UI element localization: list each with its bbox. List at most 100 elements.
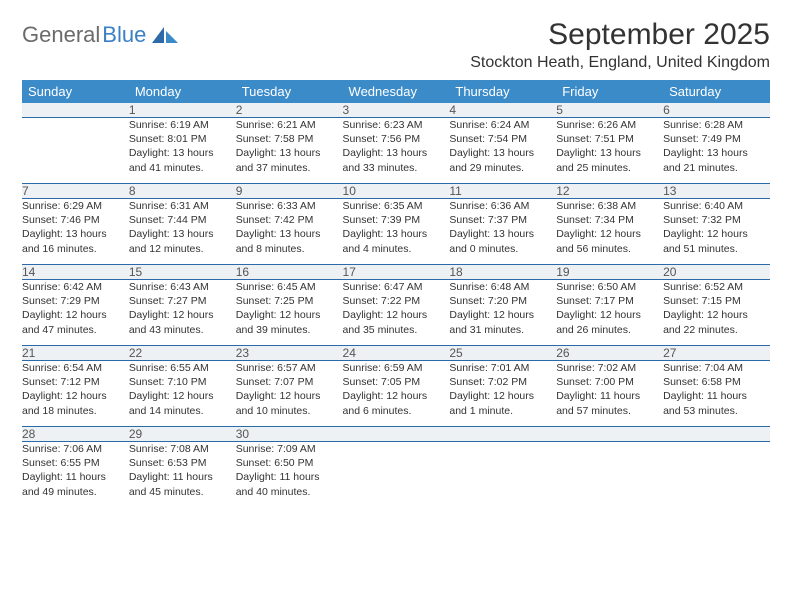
- sunset-text: Sunset: 7:10 PM: [129, 375, 236, 389]
- sunrise-text: Sunrise: 6:29 AM: [22, 199, 129, 213]
- title-block: September 2025 Stockton Heath, England, …: [470, 18, 770, 72]
- day-data-cell: [22, 118, 129, 184]
- day-number-cell: 26: [556, 346, 663, 361]
- sunset-text: Sunset: 6:53 PM: [129, 456, 236, 470]
- weekday-header: Sunday: [22, 80, 129, 103]
- day-number-cell: 14: [22, 265, 129, 280]
- day2-text: and 25 minutes.: [556, 161, 663, 175]
- sunrise-text: Sunrise: 6:57 AM: [236, 361, 343, 375]
- sunset-text: Sunset: 6:58 PM: [663, 375, 770, 389]
- day1-text: Daylight: 12 hours: [236, 308, 343, 322]
- day1-text: Daylight: 13 hours: [129, 146, 236, 160]
- sunrise-text: Sunrise: 6:47 AM: [343, 280, 450, 294]
- day2-text: and 56 minutes.: [556, 242, 663, 256]
- sunrise-text: Sunrise: 7:02 AM: [556, 361, 663, 375]
- day-data-cell: Sunrise: 6:31 AMSunset: 7:44 PMDaylight:…: [129, 199, 236, 265]
- day1-text: Daylight: 13 hours: [449, 227, 556, 241]
- day1-text: Daylight: 11 hours: [22, 470, 129, 484]
- day-number-cell: 22: [129, 346, 236, 361]
- day2-text: and 31 minutes.: [449, 323, 556, 337]
- sunset-text: Sunset: 7:02 PM: [449, 375, 556, 389]
- day-number-cell: [449, 427, 556, 442]
- day2-text: and 53 minutes.: [663, 404, 770, 418]
- day-number-cell: 7: [22, 184, 129, 199]
- day-data-row: Sunrise: 6:54 AMSunset: 7:12 PMDaylight:…: [22, 361, 770, 427]
- sunset-text: Sunset: 7:25 PM: [236, 294, 343, 308]
- weekday-header: Wednesday: [343, 80, 450, 103]
- day2-text: and 14 minutes.: [129, 404, 236, 418]
- day1-text: Daylight: 13 hours: [236, 227, 343, 241]
- sunset-text: Sunset: 7:12 PM: [22, 375, 129, 389]
- day1-text: Daylight: 12 hours: [129, 308, 236, 322]
- day1-text: Daylight: 13 hours: [343, 146, 450, 160]
- day1-text: Daylight: 13 hours: [129, 227, 236, 241]
- day1-text: Daylight: 12 hours: [663, 308, 770, 322]
- day2-text: and 26 minutes.: [556, 323, 663, 337]
- day-data-cell: Sunrise: 6:28 AMSunset: 7:49 PMDaylight:…: [663, 118, 770, 184]
- day-data-cell: Sunrise: 7:09 AMSunset: 6:50 PMDaylight:…: [236, 442, 343, 508]
- sunrise-text: Sunrise: 6:21 AM: [236, 118, 343, 132]
- day-number-cell: 25: [449, 346, 556, 361]
- day1-text: Daylight: 12 hours: [556, 308, 663, 322]
- day-data-cell: Sunrise: 6:29 AMSunset: 7:46 PMDaylight:…: [22, 199, 129, 265]
- sunset-text: Sunset: 7:54 PM: [449, 132, 556, 146]
- day-data-cell: Sunrise: 7:04 AMSunset: 6:58 PMDaylight:…: [663, 361, 770, 427]
- day-number-cell: 20: [663, 265, 770, 280]
- day-number-cell: 8: [129, 184, 236, 199]
- day1-text: Daylight: 12 hours: [343, 308, 450, 322]
- day1-text: Daylight: 13 hours: [449, 146, 556, 160]
- day-data-cell: Sunrise: 6:35 AMSunset: 7:39 PMDaylight:…: [343, 199, 450, 265]
- day-number-cell: [343, 427, 450, 442]
- day2-text: and 57 minutes.: [556, 404, 663, 418]
- day-number-cell: 28: [22, 427, 129, 442]
- day-data-cell: Sunrise: 6:36 AMSunset: 7:37 PMDaylight:…: [449, 199, 556, 265]
- day1-text: Daylight: 12 hours: [236, 389, 343, 403]
- sunset-text: Sunset: 7:20 PM: [449, 294, 556, 308]
- day-number-cell: 15: [129, 265, 236, 280]
- sunrise-text: Sunrise: 6:31 AM: [129, 199, 236, 213]
- header: GeneralBlue September 2025 Stockton Heat…: [22, 18, 770, 72]
- day2-text: and 4 minutes.: [343, 242, 450, 256]
- day2-text: and 22 minutes.: [663, 323, 770, 337]
- day-number-cell: [22, 103, 129, 118]
- sunset-text: Sunset: 7:17 PM: [556, 294, 663, 308]
- day-number-cell: 12: [556, 184, 663, 199]
- day-number-cell: 4: [449, 103, 556, 118]
- day1-text: Daylight: 11 hours: [663, 389, 770, 403]
- day-number-cell: 11: [449, 184, 556, 199]
- logo-text-blue: Blue: [102, 22, 146, 48]
- day-number-cell: 3: [343, 103, 450, 118]
- day-number-cell: 27: [663, 346, 770, 361]
- sunrise-text: Sunrise: 6:36 AM: [449, 199, 556, 213]
- sunset-text: Sunset: 7:42 PM: [236, 213, 343, 227]
- sunrise-text: Sunrise: 7:01 AM: [449, 361, 556, 375]
- sunrise-text: Sunrise: 7:08 AM: [129, 442, 236, 456]
- sunrise-text: Sunrise: 6:23 AM: [343, 118, 450, 132]
- logo-text-general: General: [22, 22, 100, 48]
- sunset-text: Sunset: 7:58 PM: [236, 132, 343, 146]
- day2-text: and 8 minutes.: [236, 242, 343, 256]
- sunrise-text: Sunrise: 6:50 AM: [556, 280, 663, 294]
- sunrise-text: Sunrise: 6:43 AM: [129, 280, 236, 294]
- day-number-cell: 13: [663, 184, 770, 199]
- day-data-cell: Sunrise: 6:23 AMSunset: 7:56 PMDaylight:…: [343, 118, 450, 184]
- day2-text: and 33 minutes.: [343, 161, 450, 175]
- day-number-cell: 9: [236, 184, 343, 199]
- day-data-cell: [343, 442, 450, 508]
- day1-text: Daylight: 12 hours: [556, 227, 663, 241]
- sunrise-text: Sunrise: 7:04 AM: [663, 361, 770, 375]
- day2-text: and 29 minutes.: [449, 161, 556, 175]
- sunset-text: Sunset: 7:32 PM: [663, 213, 770, 227]
- day2-text: and 35 minutes.: [343, 323, 450, 337]
- sunset-text: Sunset: 7:15 PM: [663, 294, 770, 308]
- day-data-cell: Sunrise: 6:59 AMSunset: 7:05 PMDaylight:…: [343, 361, 450, 427]
- day2-text: and 0 minutes.: [449, 242, 556, 256]
- day-number-cell: [556, 427, 663, 442]
- day2-text: and 37 minutes.: [236, 161, 343, 175]
- day-number-cell: 19: [556, 265, 663, 280]
- day1-text: Daylight: 12 hours: [22, 389, 129, 403]
- day2-text: and 43 minutes.: [129, 323, 236, 337]
- day2-text: and 18 minutes.: [22, 404, 129, 418]
- location-subtitle: Stockton Heath, England, United Kingdom: [470, 54, 770, 72]
- day-data-cell: Sunrise: 7:06 AMSunset: 6:55 PMDaylight:…: [22, 442, 129, 508]
